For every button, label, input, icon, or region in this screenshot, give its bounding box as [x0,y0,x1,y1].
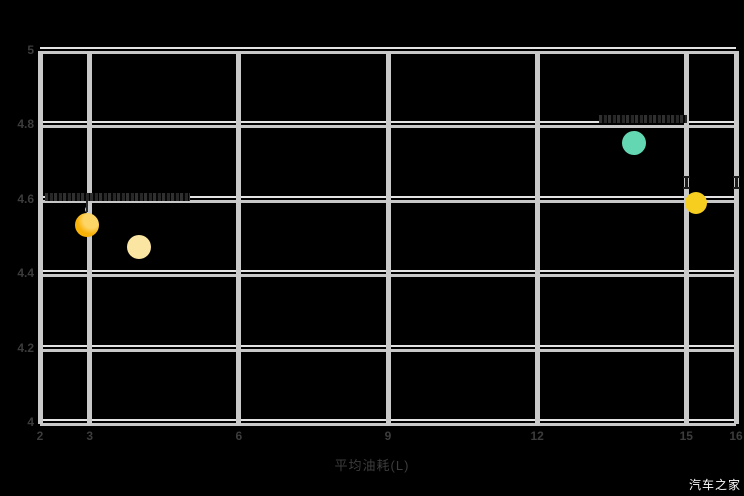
v-gridline [733,51,739,424]
y-tick-label: 4 [27,415,34,429]
gold-bubble [685,191,708,214]
y-tick-label: 4.8 [17,117,34,132]
y-tick-label: 4.2 [17,340,34,355]
teal-bubble [622,131,647,155]
v-gridline [534,51,540,424]
x-tick-label: 9 [384,429,392,443]
orange-bubble [75,212,100,237]
h-gridline [40,423,736,426]
y-tick-label: 4.4 [17,266,34,281]
y-tick-label: 5 [27,43,34,57]
y-tick-label: 4.6 [17,191,34,206]
x-tick-label: 12 [530,429,544,443]
x-tick-label: 16 [729,429,743,443]
autohome-watermark: 汽车之家 [688,478,741,492]
x-tick-label: 2 [36,429,44,443]
v-gridline [87,51,93,424]
x-axis-title: 平均油耗(L) [334,458,410,473]
x-tick-label: 3 [86,429,94,443]
marker-on-gridline-16 [732,175,740,189]
v-gridline [37,51,43,424]
plot-area [37,47,740,426]
right-annotation-text [599,114,688,123]
v-gridline [236,51,242,424]
marker-on-gridline-15 [682,175,690,189]
small-gray-dot [85,206,93,214]
v-gridline [683,51,689,424]
left-annotation-text [44,192,191,201]
left-annotation-leader [86,201,89,212]
h-gridline [40,47,736,49]
x-tick-label: 15 [679,429,693,443]
x-tick-label: 6 [235,429,243,443]
pale-yellow-bubble [127,235,152,260]
v-gridline [385,51,391,424]
